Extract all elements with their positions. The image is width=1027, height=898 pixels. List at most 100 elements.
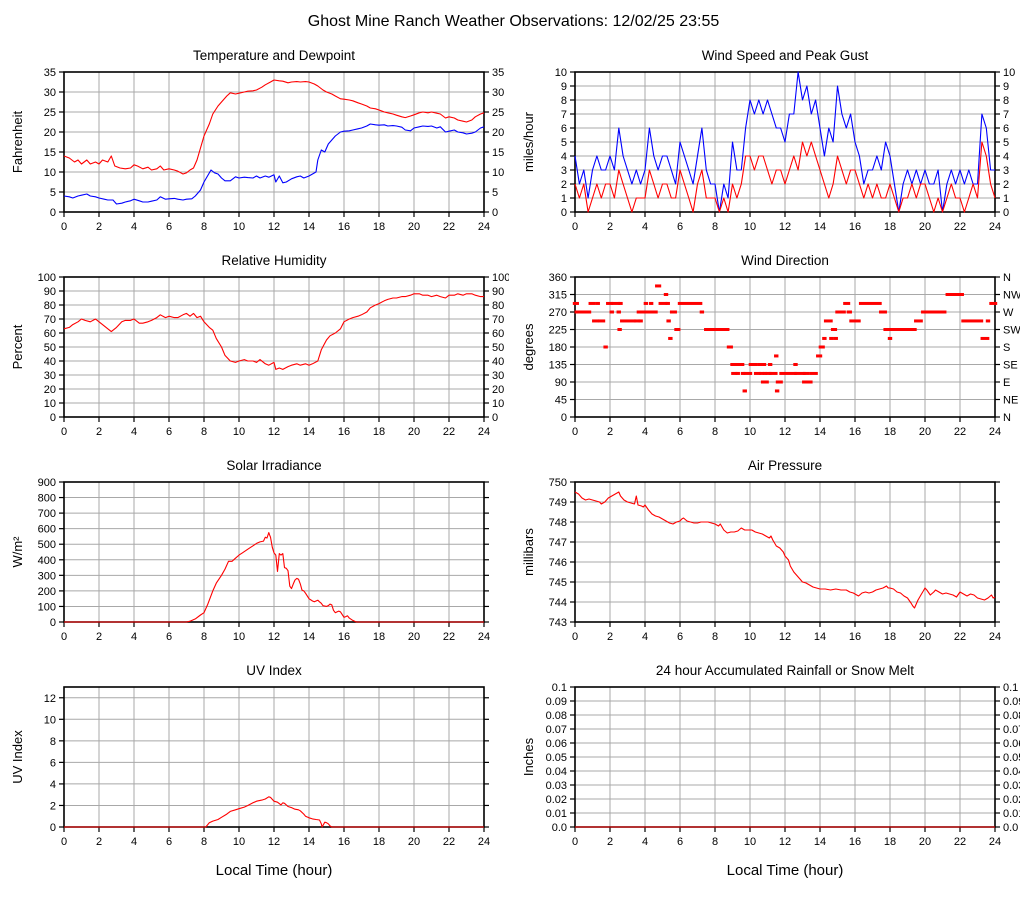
svg-text:100: 100 <box>38 272 56 284</box>
chart-relative-humidity: 0 0 10 10 20 20 30 30 40 40 50 50 60 60 70 70 80 80 90 90 10… <box>6 249 510 454</box>
svg-text:9: 9 <box>561 81 567 93</box>
svg-text:NW: NW <box>1003 290 1020 302</box>
svg-text:10: 10 <box>1003 67 1015 79</box>
svg-text:80: 80 <box>492 300 504 312</box>
svg-text:16: 16 <box>338 426 350 438</box>
svg-text:18: 18 <box>884 631 896 643</box>
svg-text:300: 300 <box>38 570 56 582</box>
svg-text:2: 2 <box>1003 179 1009 191</box>
svg-text:0: 0 <box>492 412 498 424</box>
svg-text:0.05: 0.05 <box>546 752 567 764</box>
svg-text:E: E <box>1003 377 1010 389</box>
svg-text:6: 6 <box>677 221 683 233</box>
svg-text:Local Time (hour): Local Time (hour) <box>727 862 844 879</box>
svg-text:14: 14 <box>814 426 826 438</box>
svg-text:0.07: 0.07 <box>546 724 567 736</box>
svg-text:14: 14 <box>303 426 315 438</box>
svg-text:2: 2 <box>96 221 102 233</box>
svg-text:1: 1 <box>561 193 567 205</box>
svg-text:744: 744 <box>549 597 567 609</box>
svg-text:4: 4 <box>131 221 137 233</box>
svg-text:2: 2 <box>96 426 102 438</box>
svg-text:10: 10 <box>492 398 504 410</box>
svg-text:6: 6 <box>561 123 567 135</box>
svg-text:8: 8 <box>201 631 207 643</box>
svg-text:10: 10 <box>555 67 567 79</box>
svg-text:7: 7 <box>1003 109 1009 121</box>
svg-text:24: 24 <box>989 836 1001 848</box>
svg-text:7: 7 <box>561 109 567 121</box>
svg-text:3: 3 <box>1003 165 1009 177</box>
svg-text:10: 10 <box>44 714 56 726</box>
svg-text:0: 0 <box>61 631 67 643</box>
svg-text:6: 6 <box>677 426 683 438</box>
svg-text:12: 12 <box>268 221 280 233</box>
svg-text:0.0: 0.0 <box>1003 822 1018 834</box>
svg-text:30: 30 <box>44 87 56 99</box>
svg-text:0.08: 0.08 <box>546 710 567 722</box>
svg-text:8: 8 <box>50 736 56 748</box>
svg-text:16: 16 <box>849 836 861 848</box>
chart-air-pressure: 743 744 745 746 747 748 749 750 0 2 4 6 8 10 12 14 16 18 2… <box>517 454 1020 659</box>
svg-text:24: 24 <box>989 221 1001 233</box>
svg-text:20: 20 <box>919 631 931 643</box>
svg-text:0: 0 <box>50 207 56 219</box>
svg-text:60: 60 <box>492 328 504 340</box>
svg-text:8: 8 <box>712 836 718 848</box>
svg-text:4: 4 <box>642 631 648 643</box>
svg-text:24: 24 <box>989 631 1001 643</box>
svg-text:18: 18 <box>373 631 385 643</box>
svg-text:N: N <box>1003 272 1011 284</box>
svg-text:2: 2 <box>607 631 613 643</box>
svg-text:90: 90 <box>44 286 56 298</box>
svg-text:745: 745 <box>549 577 567 589</box>
svg-text:0: 0 <box>572 221 578 233</box>
svg-text:18: 18 <box>884 221 896 233</box>
svg-text:8: 8 <box>712 631 718 643</box>
svg-text:12: 12 <box>779 631 791 643</box>
svg-text:Inches: Inches <box>521 737 536 776</box>
svg-text:6: 6 <box>166 221 172 233</box>
svg-text:22: 22 <box>443 426 455 438</box>
svg-text:0: 0 <box>572 426 578 438</box>
svg-text:4: 4 <box>131 426 137 438</box>
svg-text:22: 22 <box>954 836 966 848</box>
svg-text:8: 8 <box>712 426 718 438</box>
svg-text:90: 90 <box>492 286 504 298</box>
svg-text:6: 6 <box>166 426 172 438</box>
svg-text:6: 6 <box>677 836 683 848</box>
svg-text:200: 200 <box>38 586 56 598</box>
svg-text:5: 5 <box>492 187 498 199</box>
rainfall-plot: 0.0 0.0 0.01 0.01 0.02 0.02 0.03 0.03 0.04 0.04 0.… <box>521 663 1024 879</box>
svg-text:35: 35 <box>492 67 504 79</box>
svg-text:22: 22 <box>954 426 966 438</box>
svg-text:NE: NE <box>1003 395 1018 407</box>
svg-text:30: 30 <box>44 370 56 382</box>
svg-text:Air Pressure: Air Pressure <box>748 458 822 473</box>
svg-text:2: 2 <box>96 631 102 643</box>
svg-text:15: 15 <box>44 147 56 159</box>
svg-text:0.1: 0.1 <box>1003 682 1018 694</box>
chart-row-1: 0 0 5 5 10 10 15 15 20 20 25 25 30 30 35 35 0 2 4 6 8 10 12 14 1… <box>6 44 1027 249</box>
svg-text:8: 8 <box>1003 95 1009 107</box>
svg-text:0.07: 0.07 <box>1003 724 1020 736</box>
svg-text:0.0: 0.0 <box>552 822 567 834</box>
svg-text:9: 9 <box>1003 81 1009 93</box>
svg-text:Solar Irradiance: Solar Irradiance <box>226 458 321 473</box>
svg-text:360: 360 <box>549 272 567 284</box>
svg-text:8: 8 <box>561 95 567 107</box>
svg-text:14: 14 <box>303 836 315 848</box>
svg-text:12: 12 <box>779 221 791 233</box>
svg-text:miles/hour: miles/hour <box>521 111 536 172</box>
svg-text:24: 24 <box>478 836 490 848</box>
svg-text:16: 16 <box>338 631 350 643</box>
svg-text:4: 4 <box>1003 151 1009 163</box>
svg-text:20: 20 <box>408 631 420 643</box>
svg-text:70: 70 <box>44 314 56 326</box>
svg-text:millibars: millibars <box>521 528 536 576</box>
svg-text:30: 30 <box>492 87 504 99</box>
svg-text:UV Index: UV Index <box>246 663 302 678</box>
svg-text:750: 750 <box>549 477 567 489</box>
